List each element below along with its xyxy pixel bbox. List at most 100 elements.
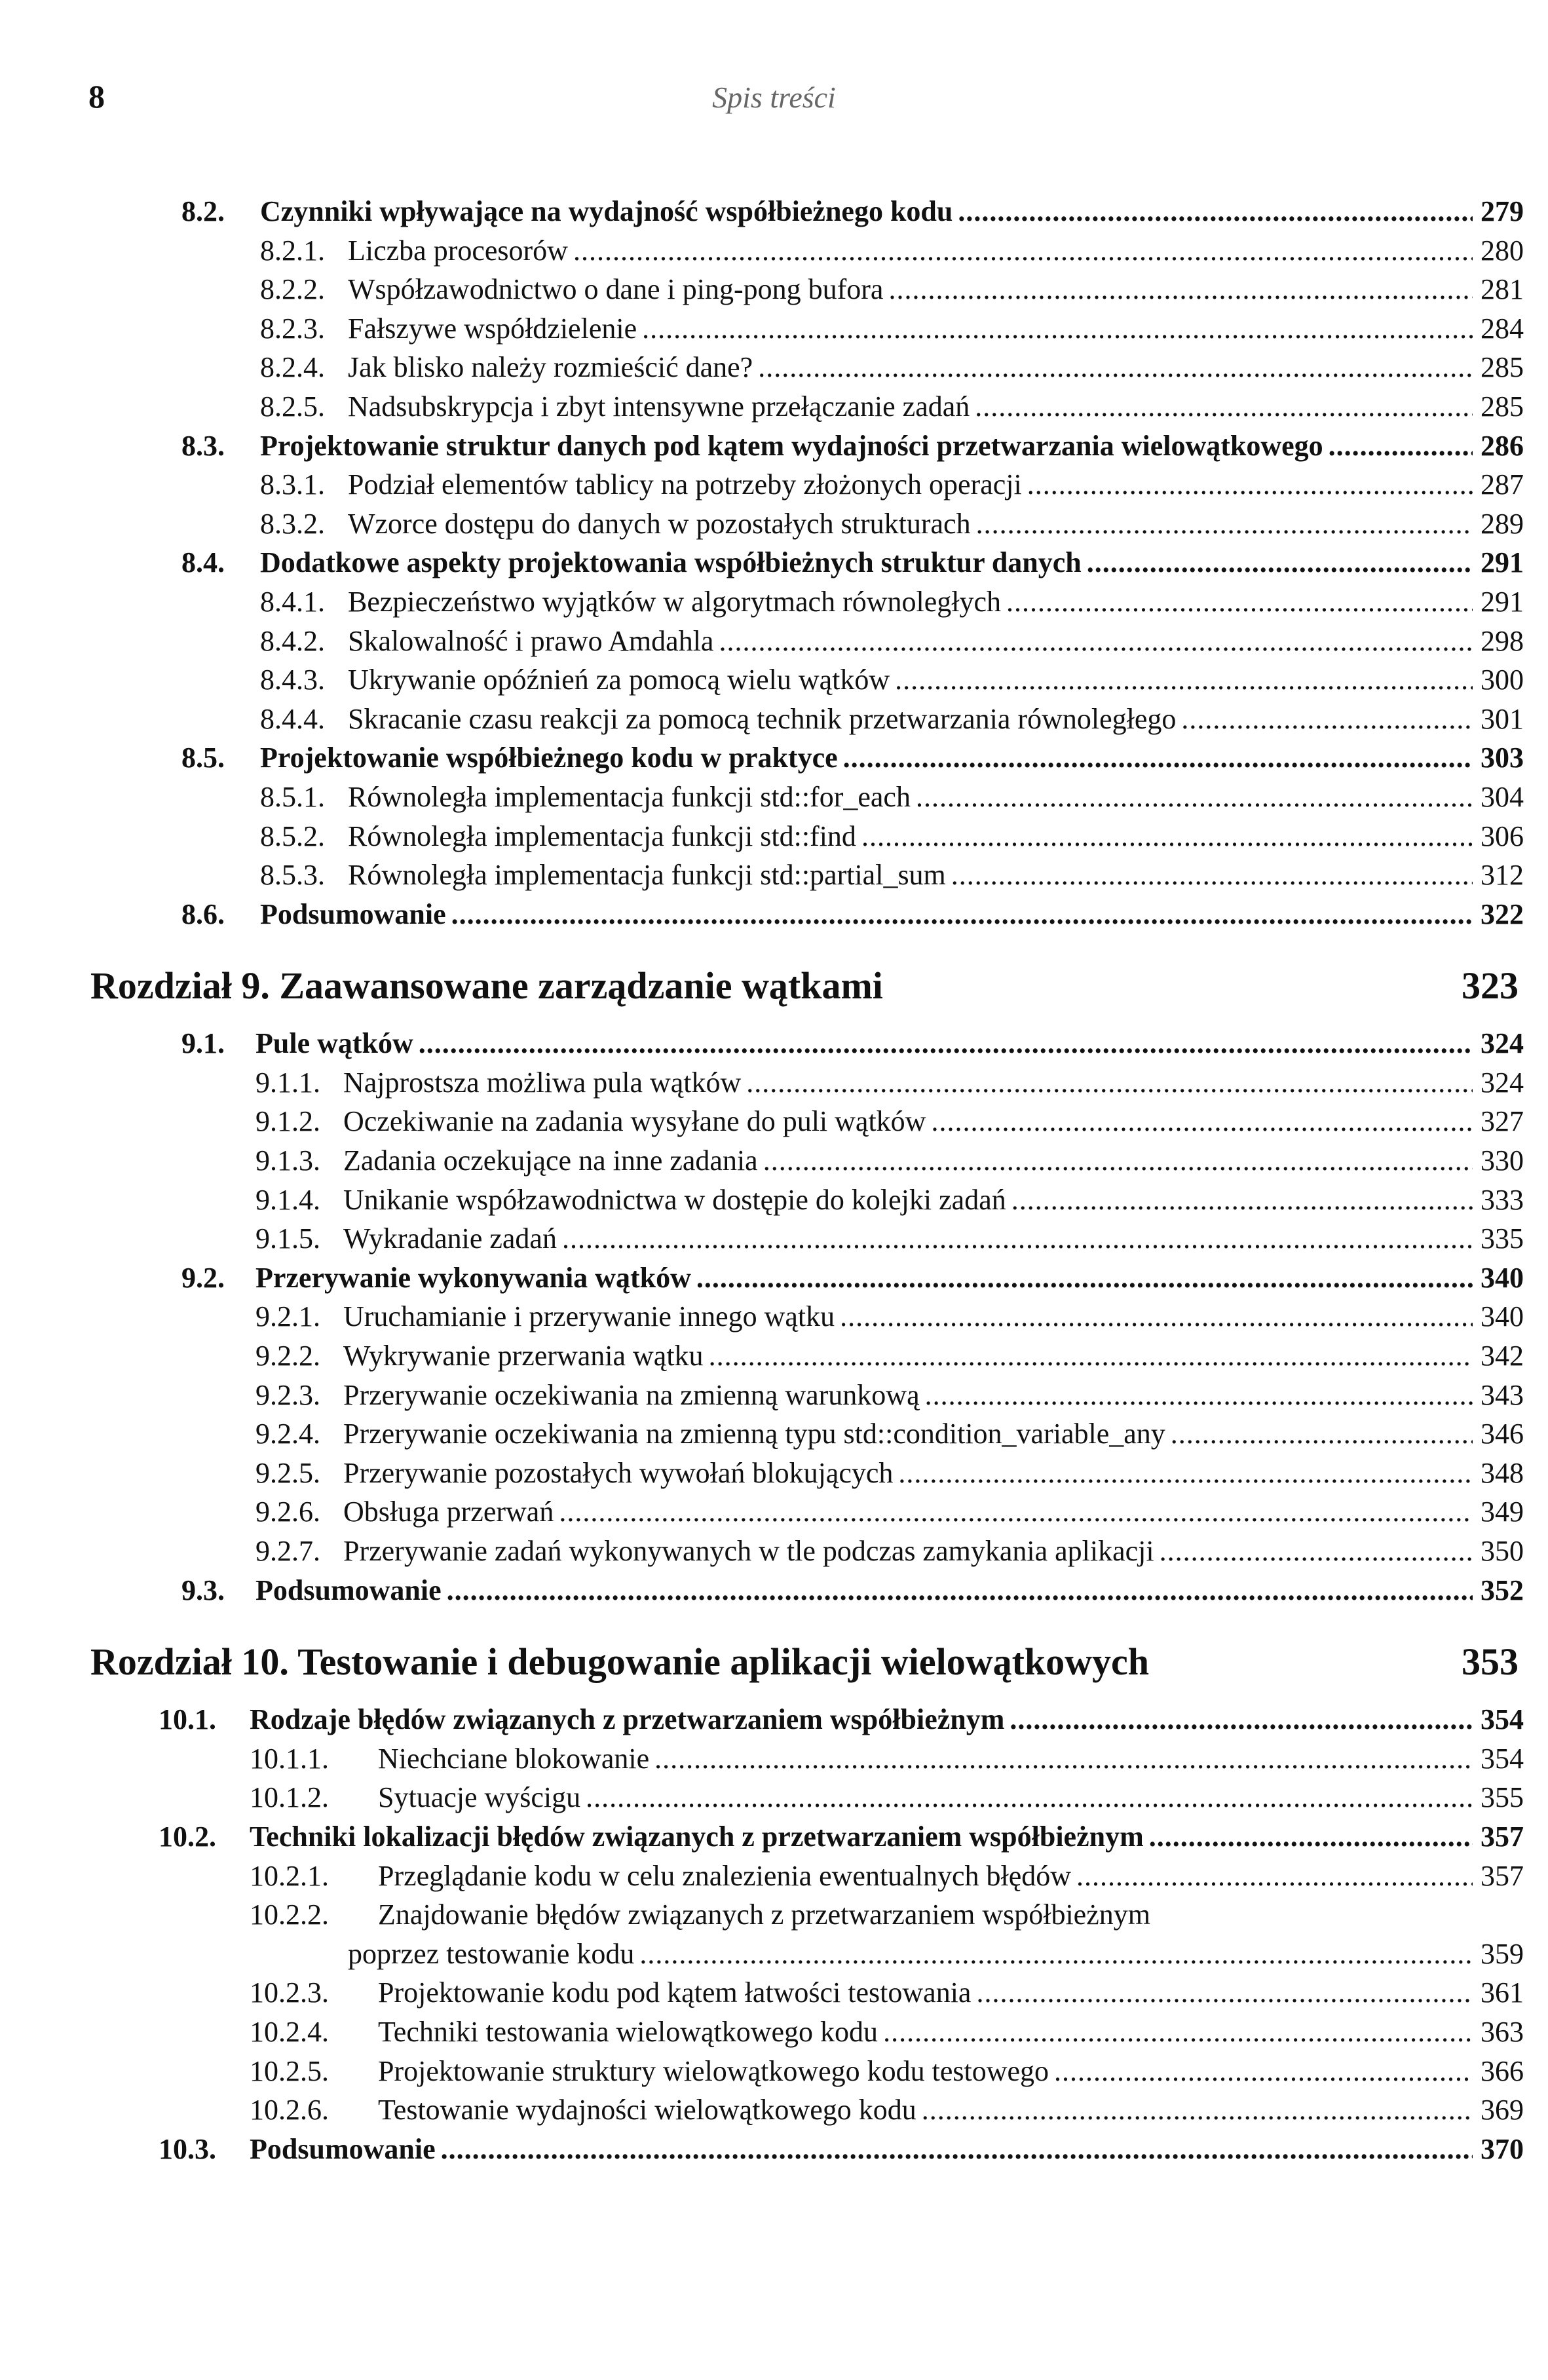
toc-entry: 8.5.1. Równoległa implementacja funkcji s… (0, 778, 1548, 817)
entry-title: Podsumowanie (255, 1574, 442, 1606)
entry-page: 357 (1481, 1859, 1524, 1892)
entry-title: poprzez testowanie kodu (348, 1937, 635, 1970)
entry-title: Przeglądanie kodu w celu znalezienia ewe… (378, 1859, 1071, 1892)
dot-leader (888, 270, 1473, 309)
toc-entry: 9.2.1. Uruchamianie i przerywanie innego … (0, 1297, 1548, 1336)
entry-number: 8.5.1. (260, 780, 325, 813)
dot-leader (696, 1258, 1473, 1298)
entry-body: Projektowanie współbieżnego kodu w prakt… (260, 738, 1524, 778)
toc-entry: 10.3. Podsumowanie 370 (0, 2130, 1548, 2169)
entry-number: 10.2.2. (250, 1898, 329, 1931)
dot-leader (1149, 1817, 1473, 1857)
entry-number: 8.2.2. (260, 273, 325, 306)
dot-leader (639, 1935, 1473, 1974)
entry-title: Przerywanie oczekiwania na zmienną typu … (343, 1418, 1165, 1450)
entry-title: Współzawodnictwo o dane i ping-pong bufo… (348, 273, 884, 306)
entry-page: 281 (1481, 273, 1524, 306)
dot-leader (419, 1024, 1473, 1063)
chapter-title: Rozdział 9. Zaawansowane zarządzanie wąt… (90, 964, 883, 1008)
entry-body: Równoległa implementacja funkcji std::pa… (348, 856, 1524, 895)
toc-entry: 9.1.3. Zadania oczekujące na inne zadania… (0, 1141, 1548, 1181)
entry-title: Wykrywanie przerwania wątku (343, 1340, 704, 1372)
entry-title: Projektowanie kodu pod kątem łatwości te… (378, 1976, 972, 2009)
entry-body: Oczekiwanie na zadania wysyłane do puli … (343, 1102, 1524, 1141)
toc-entry: 10.1.1. Niechciane blokowanie 354 (0, 1739, 1548, 1779)
toc-entry: 8.2.5. Nadsubskrypcja i zbyt intensywne p… (0, 387, 1548, 426)
dot-leader (1076, 1857, 1473, 1896)
toc-entry: 9.1. Pule wątków 324 (0, 1024, 1548, 1063)
entry-title: Skracanie czasu reakcji za pomocą techni… (348, 702, 1177, 735)
entry-number: 8.3.2. (260, 507, 325, 540)
entry-page: 324 (1481, 1027, 1524, 1060)
entry-page: 342 (1481, 1340, 1524, 1372)
entry-body: Przerywanie oczekiwania na zmienną warun… (343, 1376, 1524, 1415)
dot-leader (1027, 465, 1473, 504)
entry-page: 322 (1481, 897, 1524, 930)
entry-number: 8.4.2. (260, 624, 325, 657)
entry-body: Wykradanie zadań 335 (343, 1219, 1524, 1258)
entry-page: 357 (1481, 1820, 1524, 1853)
toc-entry: 9.2.4. Przerywanie oczekiwania na zmienną… (0, 1414, 1548, 1454)
toc-entry: 8.2.2. Współzawodnictwo o dane i ping-pon… (0, 270, 1548, 309)
entry-page: 350 (1481, 1535, 1524, 1567)
entry-body: Pule wątków 324 (255, 1024, 1524, 1063)
entry-title: Podsumowanie (250, 2132, 436, 2165)
dot-leader (840, 1297, 1473, 1336)
toc-entry: 10.1.2. Sytuacje wyścigu 355 (0, 1778, 1548, 1817)
entry-body: Najprostsza możliwa pula wątków 324 (343, 1063, 1524, 1103)
chapter-heading: Rozdział 9. Zaawansowane zarządzanie wąt… (0, 960, 1548, 1012)
dot-leader (1087, 543, 1473, 582)
toc-entry: 8.5. Projektowanie współbieżnego kodu w p… (0, 738, 1548, 778)
entry-number: 9.2.6. (255, 1496, 320, 1528)
entry-page: 279 (1481, 195, 1524, 227)
dot-leader (654, 1739, 1473, 1779)
entry-number: 8.5. (181, 742, 225, 774)
entry-number: 9.3. (181, 1574, 225, 1606)
entry-body: Równoległa implementacja funkcji std::fi… (348, 817, 1524, 856)
entry-number: 10.1.2. (250, 1781, 329, 1814)
toc-entry: 9.2.2. Wykrywanie przerwania wątku 342 (0, 1336, 1548, 1376)
entry-title: Testowanie wydajności wielowątkowego kod… (378, 2094, 916, 2126)
entry-page: 335 (1481, 1222, 1524, 1255)
entry-body: Projektowanie struktury wielowątkowego k… (378, 2052, 1524, 2091)
dot-leader (1171, 1414, 1473, 1454)
entry-page: 346 (1481, 1418, 1524, 1450)
dot-leader (1181, 700, 1473, 739)
entry-page: 340 (1481, 1300, 1524, 1333)
dot-leader (895, 660, 1473, 700)
entry-title: Podsumowanie (260, 897, 446, 930)
entry-body: Projektowanie kodu pod kątem łatwości te… (378, 1973, 1524, 2012)
dot-leader (758, 348, 1473, 387)
table-of-contents: 8.2. Czynniki wpływające na wydajność wsp… (0, 192, 1548, 2168)
entry-title: Przerywanie oczekiwania na zmienną warun… (343, 1378, 920, 1411)
entry-number: 8.3. (181, 429, 225, 462)
entry-page: 349 (1481, 1496, 1524, 1528)
toc-entry: 9.2.6. Obsługa przerwań 349 (0, 1492, 1548, 1532)
toc-entry: 8.2. Czynniki wpływające na wydajność wsp… (0, 192, 1548, 231)
entry-number: 10.1.1. (250, 1742, 329, 1775)
entry-body: Podsumowanie 352 (255, 1571, 1524, 1610)
entry-title: Przerywanie zadań wykonywanych w tle pod… (343, 1535, 1154, 1567)
entry-title: Wykradanie zadań (343, 1222, 557, 1255)
toc-entry: 8.3.2. Wzorce dostępu do danych w pozosta… (0, 504, 1548, 544)
entry-page: 306 (1481, 820, 1524, 852)
toc-entry: 8.2.4. Jak blisko należy rozmieścić dane?… (0, 348, 1548, 387)
entry-number: 9.1.1. (255, 1066, 320, 1099)
toc-entry: 10.2.3. Projektowanie kodu pod kątem łatw… (0, 1973, 1548, 2012)
entry-body: Bezpieczeństwo wyjątków w algorytmach ró… (348, 582, 1524, 622)
entry-title: Znajdowanie błędów związanych z przetwar… (378, 1898, 1150, 1931)
entry-number: 10.2.5. (250, 2054, 329, 2087)
entry-page: 340 (1481, 1261, 1524, 1294)
dot-leader (916, 778, 1473, 817)
toc-entry: 9.1.1. Najprostsza możliwa pula wątków 324 (0, 1063, 1548, 1103)
entry-page: 312 (1481, 859, 1524, 892)
entry-body: Przerywanie wykonywania wątków 340 (255, 1258, 1524, 1298)
toc-entry: 8.6. Podsumowanie 322 (0, 895, 1548, 934)
dot-leader (925, 1376, 1473, 1415)
dot-leader (1160, 1532, 1473, 1571)
entry-body: Skracanie czasu reakcji za pomocą techni… (348, 700, 1524, 739)
entry-title: Dodatkowe aspekty projektowania współbie… (260, 546, 1082, 579)
entry-page: 366 (1481, 2054, 1524, 2087)
dot-leader (951, 856, 1473, 895)
dot-leader (719, 622, 1473, 661)
